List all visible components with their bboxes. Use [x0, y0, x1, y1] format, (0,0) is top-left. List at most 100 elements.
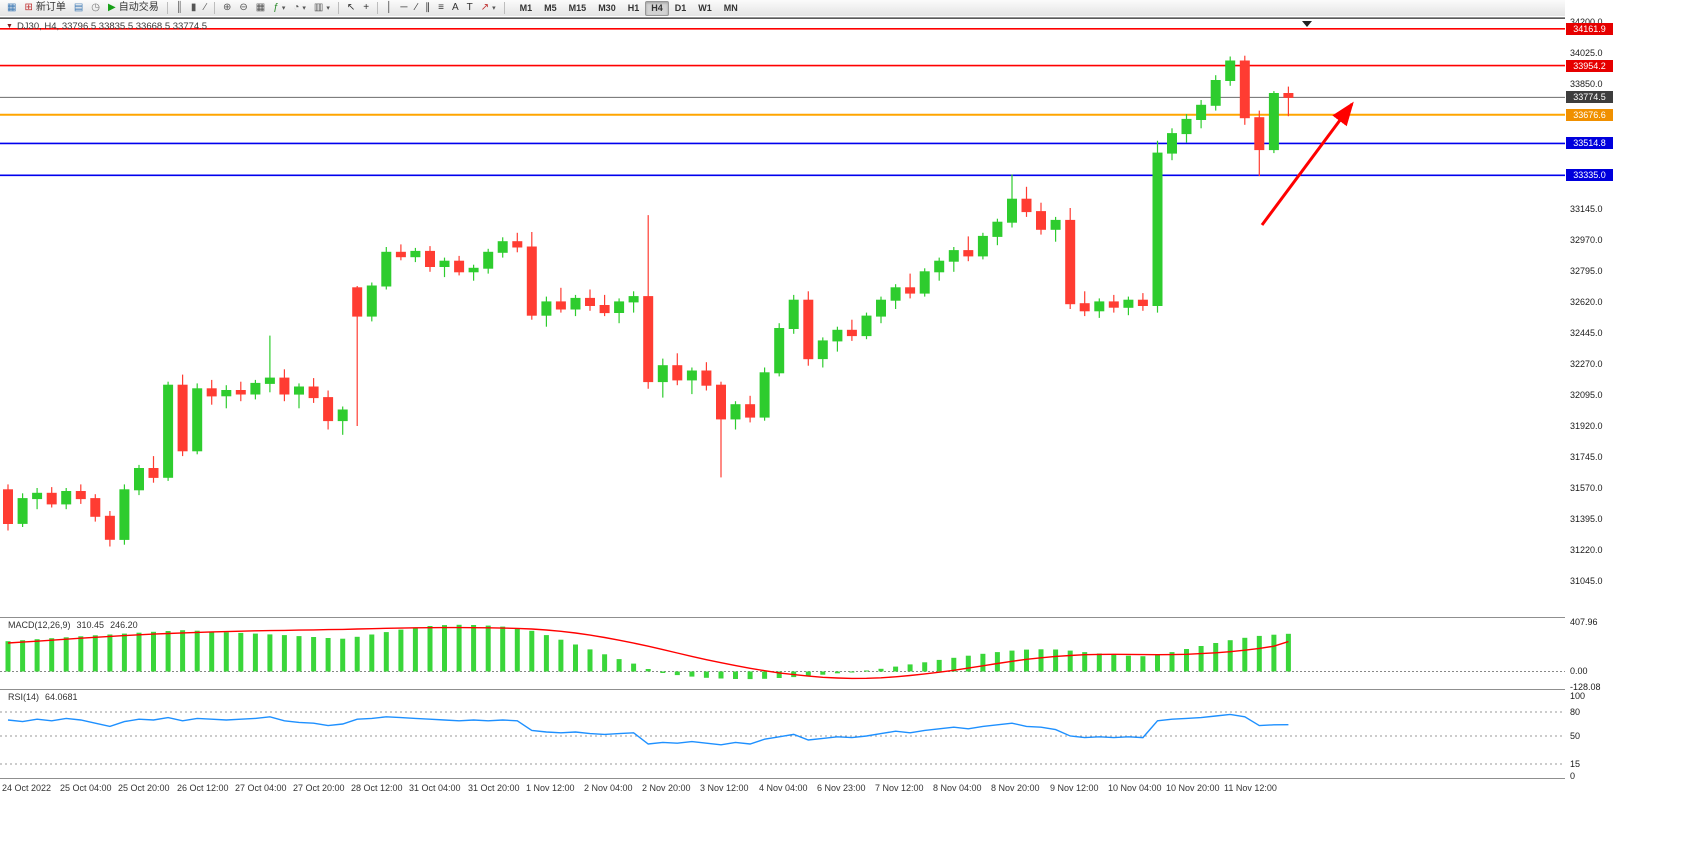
clock-icon: ◷ — [91, 2, 101, 13]
new-order-icon: ⊞ — [24, 2, 33, 13]
autotrade-button[interactable]: ▶ 自动交易 — [105, 1, 162, 16]
label-icon: T — [466, 2, 473, 13]
toolbar: ▦ ⊞ 新订单 ▤ ◷ ▶ 自动交易 ║ ▮ ∕ ⊕ ⊖ ▦ ƒ ▾ ◔ ▾ ▥ ▾ ↖ + │ ─ ∕ ∥ ≡ A T ↗ ▾ M1 M5… — [0, 0, 1689, 17]
time-axis-label: 27 Oct 04:00 — [235, 783, 287, 793]
channel-icon: ∥ — [425, 2, 431, 13]
time-axis-label: 26 Oct 12:00 — [177, 783, 229, 793]
template-icon: ▥ — [313, 2, 324, 13]
horizontal-line-icon: ─ — [400, 2, 408, 13]
autoscroll-marker-icon[interactable] — [1302, 21, 1312, 27]
label-button[interactable]: T — [464, 1, 476, 16]
macd-signal-line — [7, 626, 1289, 680]
price-axis[interactable]: 34200.034025.033850.033675.033145.032970… — [1565, 0, 1689, 798]
current-price-line-badge: 33774.5 — [1566, 91, 1613, 104]
market-watch-button[interactable]: ▤ — [71, 1, 86, 16]
dropdown-caret-icon: ▾ — [326, 5, 330, 12]
vertical-line-icon: │ — [386, 2, 393, 13]
time-axis-label: 27 Oct 20:00 — [293, 783, 345, 793]
zoom-in-icon: ⊕ — [223, 2, 232, 13]
chart-symbol-marker-icon[interactable]: ▼ — [6, 23, 13, 30]
time-axis[interactable]: 24 Oct 2022 25 Oct 04:00 25 Oct 20:00 26 Oc… — [0, 779, 1689, 798]
chart-window-icon: ▦ — [7, 2, 17, 13]
price-tick-label: 31745.0 — [1570, 451, 1603, 462]
vertical-line-button[interactable]: │ — [383, 1, 395, 16]
time-axis-label: 25 Oct 04:00 — [60, 783, 112, 793]
rsi-main-value: 64.0681 — [45, 692, 78, 702]
time-axis-label: 2 Nov 20:00 — [642, 783, 691, 793]
new-order-button-label: 新订单 — [35, 2, 66, 13]
fibonacci-button[interactable]: ≡ — [435, 1, 447, 16]
rsi-scale-label: 15 — [1570, 759, 1581, 769]
crosshair-button[interactable]: + — [360, 1, 372, 16]
text-button[interactable]: A — [449, 1, 462, 16]
cursor-button[interactable]: ↖ — [344, 1, 358, 16]
time-axis-label: 11 Nov 12:00 — [1224, 783, 1277, 793]
rsi-line — [7, 713, 1289, 746]
timeframe-h4[interactable]: H4 — [645, 0, 669, 16]
new-order-button[interactable]: ⊞ 新订单 — [21, 1, 68, 16]
time-axis-label: 25 Oct 20:00 — [118, 783, 170, 793]
timeframe-d1[interactable]: D1 — [674, 2, 687, 13]
rsi-scale-label: 0 — [1570, 771, 1576, 781]
timeframe-m30[interactable]: M30 — [598, 2, 616, 13]
charts-window-button[interactable]: ▦ — [4, 1, 19, 16]
fibonacci-icon: ≡ — [438, 2, 444, 13]
timeframe-m15[interactable]: M15 — [568, 2, 587, 13]
time-axis-label: 28 Oct 12:00 — [351, 783, 403, 793]
price-tick-label: 32620.0 — [1570, 296, 1603, 307]
timeframe-mn[interactable]: MN — [723, 2, 738, 13]
tile-windows-button[interactable]: ▦ — [253, 1, 268, 16]
toolbar-separator — [166, 2, 168, 14]
toolbar-buttons: ▦ ⊞ 新订单 ▤ ◷ ▶ 自动交易 ║ ▮ ∕ ⊕ ⊖ ▦ ƒ ▾ ◔ ▾ ▥ ▾ ↖ + │ ─ ∕ ∥ ≡ A T ↗ ▾ — [4, 1, 508, 16]
channel-button[interactable]: ∥ — [422, 1, 433, 16]
price-tick-label: 32270.0 — [1570, 358, 1603, 369]
macd-panel-separator[interactable] — [0, 617, 1689, 618]
data-window-button[interactable]: ◷ — [88, 1, 103, 16]
line-chart-button[interactable]: ∕ — [201, 1, 209, 16]
zoom-out-icon: ⊖ — [239, 2, 248, 13]
rsi-scale-label: 100 — [1570, 691, 1586, 701]
candles — [3, 55, 1294, 547]
time-axis-label: 8 Nov 20:00 — [991, 783, 1040, 793]
time-axis-label: 6 Nov 23:00 — [817, 783, 866, 793]
macd-scale-label: 0.00 — [1570, 666, 1588, 677]
macd-panel[interactable] — [0, 618, 1565, 689]
timeframe-h1[interactable]: H1 — [627, 2, 640, 13]
timeframe-buttons: M1 M5 M15 M30 H1 H4 D1 W1 MN — [514, 0, 744, 16]
macd-title: MACD(12,26,9) 310.45 246.20 — [6, 620, 140, 630]
rsi-title: RSI(14) 64.0681 — [6, 692, 80, 702]
timeframe-m5[interactable]: M5 — [544, 2, 557, 13]
macd-signal-value: 246.20 — [110, 620, 138, 630]
price-tick-label: 31920.0 — [1570, 420, 1603, 431]
timeframe-w1[interactable]: W1 — [698, 2, 712, 13]
time-axis-label: 31 Oct 20:00 — [468, 783, 520, 793]
timeframe-m1[interactable]: M1 — [519, 2, 533, 13]
main-chart[interactable] — [0, 16, 1565, 617]
timeframes-menu-button[interactable]: ◔ ▾ — [290, 1, 309, 16]
price-tick-label: 32445.0 — [1570, 327, 1603, 338]
price-tick-label: 31220.0 — [1570, 544, 1603, 555]
time-axis-separator — [0, 778, 1689, 779]
zoom-in-button[interactable]: ⊕ — [220, 1, 234, 16]
candlestick-chart-button[interactable]: ▮ — [188, 1, 200, 16]
time-axis-label: 2 Nov 04:00 — [584, 783, 633, 793]
pivot-line-orange-badge: 33676.6 — [1566, 108, 1613, 121]
horizontal-lines[interactable] — [0, 17, 1565, 177]
time-axis-label: 10 Nov 04:00 — [1108, 783, 1162, 793]
bar-chart-button[interactable]: ║ — [173, 1, 186, 16]
indicators-button[interactable]: ƒ ▾ — [270, 1, 288, 16]
price-tick-label: 31395.0 — [1570, 513, 1603, 524]
rsi-panel-separator[interactable] — [0, 689, 1689, 690]
rsi-panel[interactable] — [0, 690, 1565, 778]
arrow-tool-button[interactable]: ↗ ▾ — [478, 1, 499, 16]
support-line-lower-badge: 33335.0 — [1566, 169, 1613, 182]
bar-chart-icon: ║ — [175, 2, 183, 13]
price-tick-label: 33145.0 — [1570, 203, 1603, 214]
time-axis-label: 24 Oct 2022 — [2, 783, 52, 793]
toolbar-separator — [503, 2, 505, 14]
trend-arrow[interactable] — [1260, 101, 1354, 226]
trendline-button[interactable]: ∕ — [412, 1, 420, 16]
templates-button[interactable]: ▥ ▾ — [311, 1, 333, 16]
zoom-out-button[interactable]: ⊖ — [236, 1, 250, 16]
horizontal-line-button[interactable]: ─ — [397, 1, 410, 16]
